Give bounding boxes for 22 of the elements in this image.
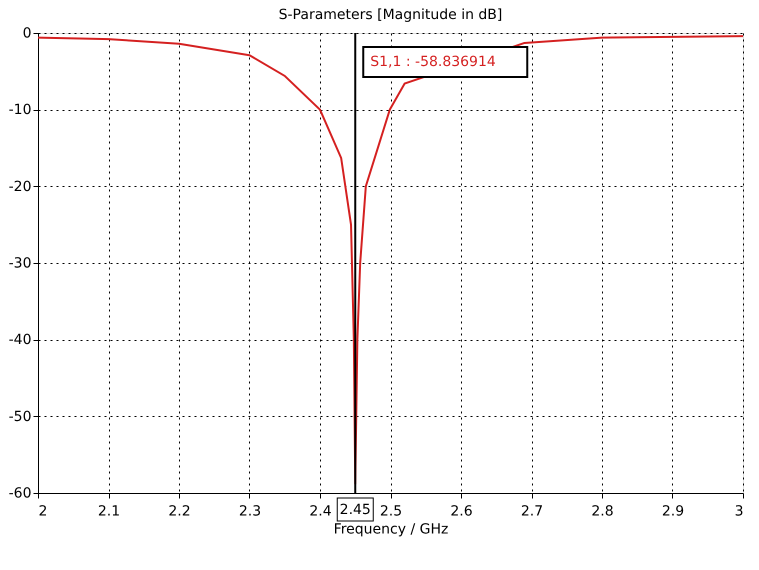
x-tick-label: 2.8 (591, 504, 614, 520)
y-tick-label: 0 (22, 26, 32, 42)
ref-line-label: 2.45 (340, 502, 371, 518)
x-tick-label: 2.6 (450, 504, 473, 520)
x-tick-label: 2.7 (520, 504, 544, 520)
y-tick-label: -60 (8, 486, 32, 502)
x-tick-label: 2.4 (309, 504, 332, 520)
y-tick-label: -30 (8, 256, 32, 272)
x-tick-label: 3 (734, 504, 744, 520)
x-tick-label: 2.2 (168, 504, 191, 520)
y-tick-label: -20 (8, 178, 32, 195)
x-tick-label: 2 (38, 504, 48, 520)
annotation: S1,1 : -58.836914 (370, 54, 496, 70)
x-tick-label: 2.5 (380, 504, 402, 520)
x-tick-label: 2.9 (662, 504, 684, 520)
chart-title: S-Parameters [Magnitude in dB] (278, 7, 502, 23)
x-tick-label: 2.1 (98, 504, 120, 520)
y-tick-label: -50 (8, 408, 32, 425)
x-axis-title: Frequency / GHz (334, 522, 448, 538)
y-tick-label: -40 (8, 332, 32, 348)
x-tick-label: 2.3 (238, 504, 262, 520)
y-tick-label: -10 (8, 102, 32, 118)
